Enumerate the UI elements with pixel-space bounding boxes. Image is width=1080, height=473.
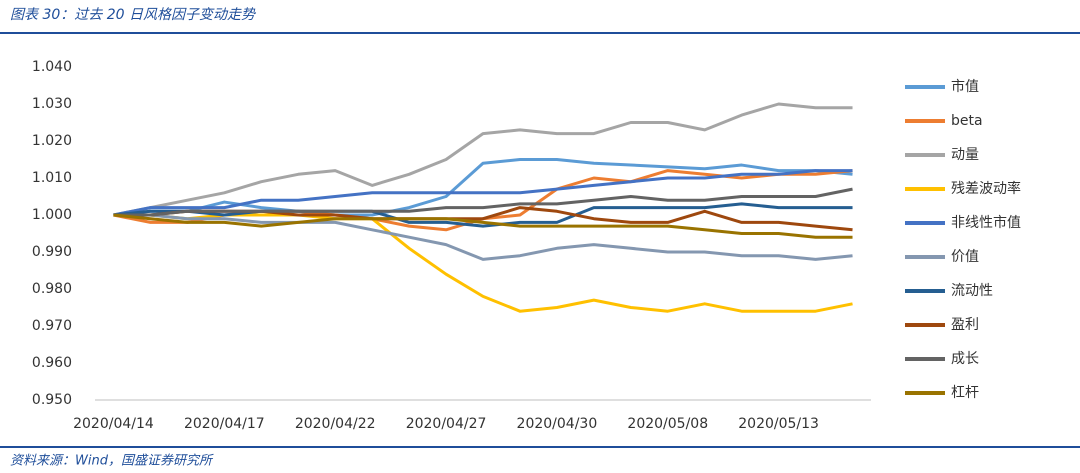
legend-label: 市值 <box>951 78 979 95</box>
y-tick-label: 0.960 <box>32 355 72 371</box>
legend-label: 盈利 <box>951 317 979 333</box>
x-tick-label: 2020/04/27 <box>406 416 487 432</box>
x-tick-label: 2020/04/30 <box>517 416 598 432</box>
series-line <box>113 169 853 217</box>
series-line <box>113 213 853 261</box>
y-tick-label: 1.030 <box>32 96 72 112</box>
x-tick-label: 2020/04/17 <box>184 416 265 432</box>
x-tick-label: 2020/04/22 <box>295 416 376 432</box>
y-tick-label: 1.020 <box>32 133 72 149</box>
chart-title: 图表 30：过去 20 日风格因子变动走势 <box>10 7 257 23</box>
x-tick-label: 2020/05/08 <box>627 416 708 432</box>
source-note: 资料来源：Wind，国盛证券研究所 <box>10 453 214 469</box>
series-line <box>113 202 853 228</box>
legend-label: 动量 <box>951 147 979 163</box>
x-tick-label: 2020/05/13 <box>738 416 819 432</box>
legend-label: 非线性市值 <box>951 214 1021 231</box>
y-tick-label: 0.970 <box>32 318 72 334</box>
y-tick-label: 1.000 <box>32 207 72 223</box>
y-tick-label: 0.990 <box>32 244 72 260</box>
y-tick-label: 0.980 <box>32 281 72 297</box>
legend-label: 杠杆 <box>951 385 979 401</box>
legend-label: 残差波动率 <box>951 180 1021 197</box>
series-line <box>113 187 853 217</box>
y-tick-label: 0.950 <box>32 392 72 408</box>
x-tick-label: 2020/04/14 <box>73 416 154 432</box>
y-tick-label: 1.010 <box>32 170 72 186</box>
series-line <box>113 102 853 217</box>
y-tick-label: 1.040 <box>32 59 72 75</box>
series-line <box>113 213 853 313</box>
legend-label: 流动性 <box>951 283 993 299</box>
legend-label: 成长 <box>951 351 979 367</box>
series-line <box>113 213 853 239</box>
legend-label: 价值 <box>951 249 979 265</box>
legend-label: beta <box>951 113 983 129</box>
